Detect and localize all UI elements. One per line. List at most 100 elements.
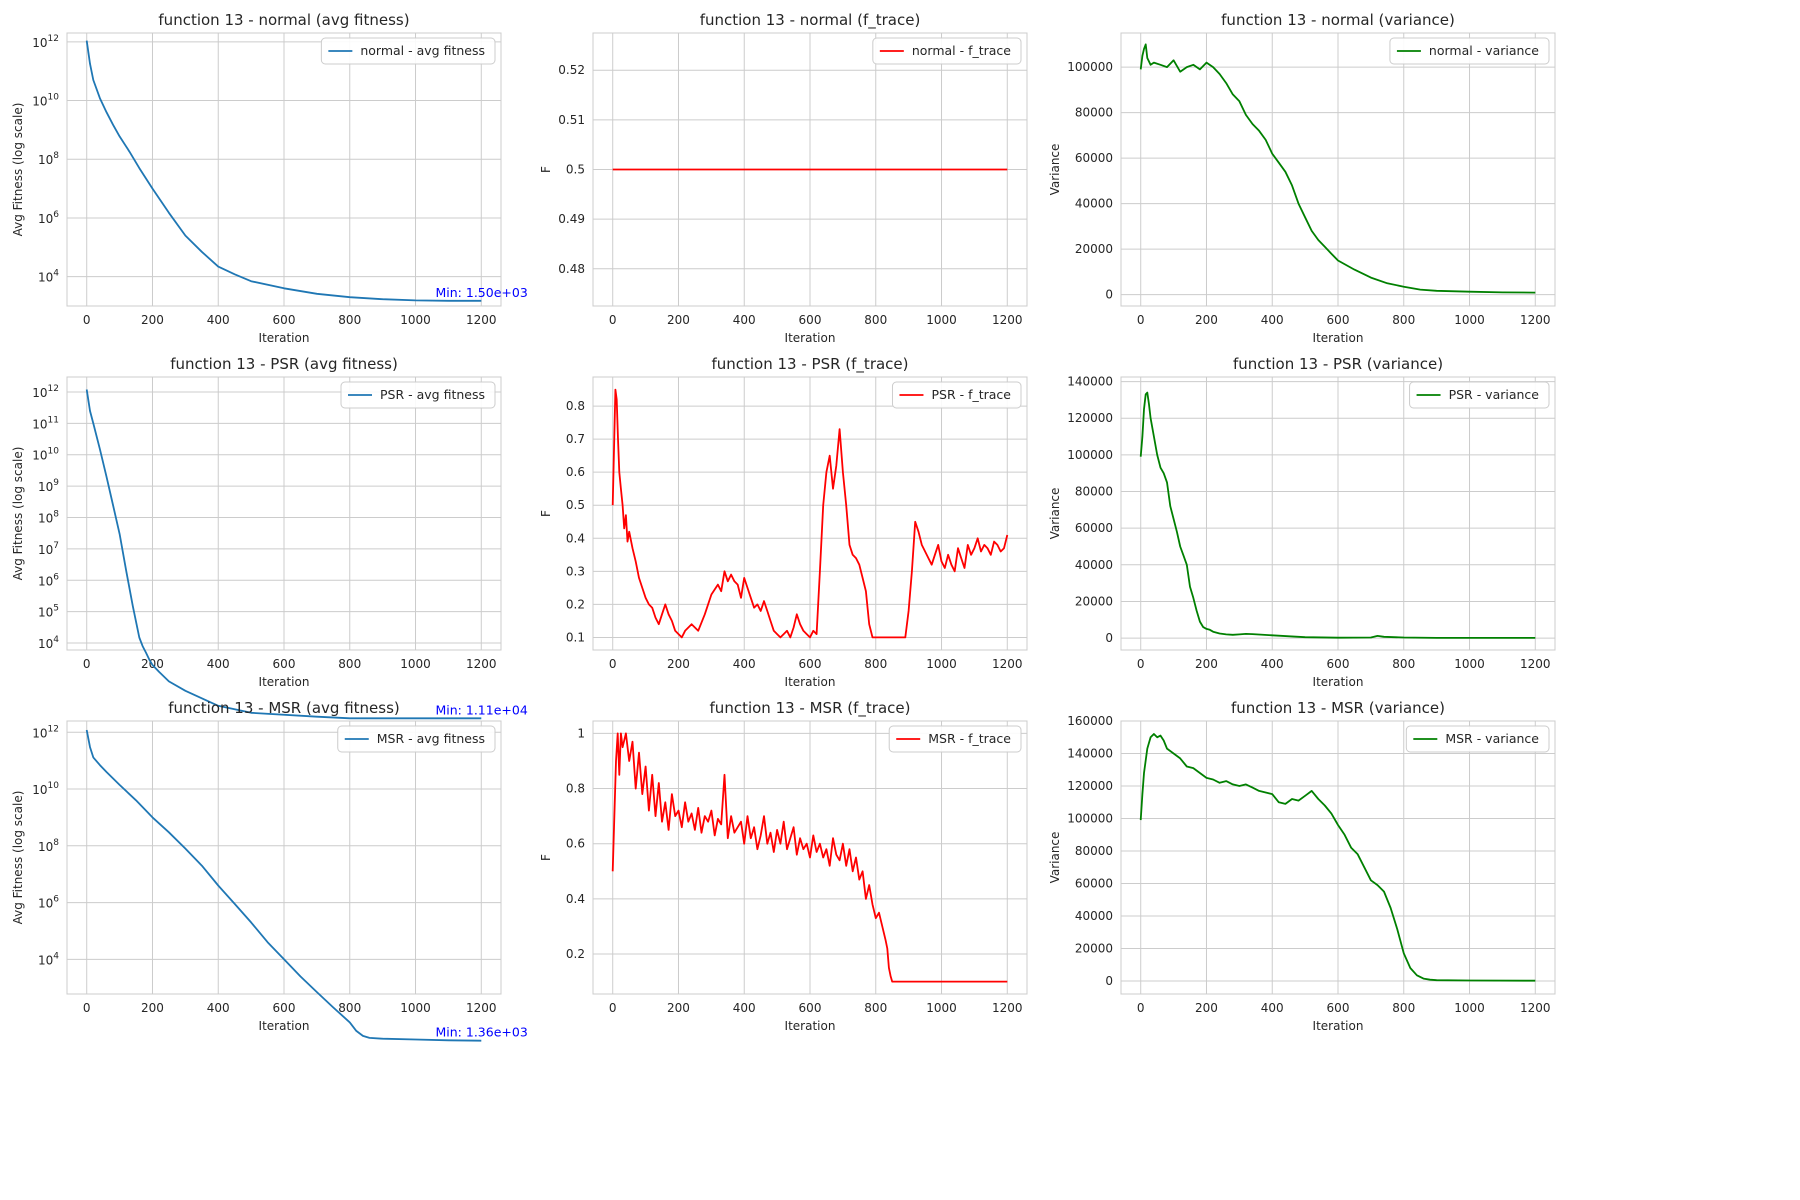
y-tick-label: 0.5 — [566, 498, 585, 512]
min-annotation: Min: 1.36e+03 — [436, 1025, 528, 1040]
legend: MSR - variance — [1405, 725, 1550, 753]
x-tick-label: 400 — [1261, 657, 1284, 671]
y-tick-label: 107 — [38, 541, 59, 557]
y-tick-label: 108 — [38, 151, 59, 167]
y-tick-label: 0.8 — [566, 399, 585, 413]
x-tick-label: 800 — [1392, 657, 1415, 671]
x-tick-label: 1200 — [992, 1001, 1023, 1015]
y-tick-label: 106 — [38, 210, 59, 226]
axes-frame — [66, 376, 502, 651]
x-tick-label: 1200 — [992, 313, 1023, 327]
x-tick-label: 0 — [83, 657, 91, 671]
x-tick-label: 1200 — [1520, 657, 1551, 671]
subplot-9: 0 200 400 600 800 1000 1200 0 20000 40000 60000 800… — [1048, 699, 1556, 1033]
legend-label: normal - avg fitness — [360, 43, 485, 58]
x-tick-label: 0 — [1137, 313, 1145, 327]
series-line — [611, 732, 1008, 983]
subplot-1: 0 200 400 600 800 1000 1200 104 106 108 1010 1012 fu… — [11, 11, 528, 345]
axes-frame — [66, 720, 502, 995]
y-tick-label: 1012 — [32, 384, 59, 400]
x-tick-label: 400 — [733, 1001, 756, 1015]
x-tick-label: 0 — [609, 313, 617, 327]
y-tick-label: 40000 — [1075, 197, 1113, 211]
x-tick-label: 1000 — [400, 1001, 431, 1015]
y-axis-label: F — [539, 166, 553, 173]
y-tick-label: 0.4 — [566, 892, 585, 906]
y-tick-label: 1010 — [32, 447, 59, 463]
legend-box — [1405, 725, 1550, 753]
x-tick-label: 1000 — [1454, 1001, 1485, 1015]
axes-frame — [592, 32, 1028, 307]
x-tick-label: 1000 — [400, 313, 431, 327]
legend: PSR - f_trace — [891, 381, 1022, 409]
y-axis-label: F — [539, 510, 553, 517]
chart-title: function 13 - PSR (avg fitness) — [170, 355, 398, 373]
x-tick-label: 800 — [338, 313, 361, 327]
y-tick-label: 0.5 — [566, 163, 585, 177]
legend-label: MSR - variance — [1445, 731, 1539, 746]
x-tick-label: 800 — [864, 313, 887, 327]
legend: PSR - variance — [1409, 381, 1550, 409]
x-tick-label: 400 — [733, 657, 756, 671]
legend-label: PSR - f_trace — [931, 387, 1011, 402]
y-tick-label: 60000 — [1075, 521, 1113, 535]
x-tick-label: 1200 — [1520, 1001, 1551, 1015]
x-tick-label: 1000 — [1454, 657, 1485, 671]
legend: MSR - avg fitness — [337, 725, 496, 753]
y-tick-label: 1012 — [32, 34, 59, 50]
y-tick-label: 80000 — [1075, 106, 1113, 120]
legend: MSR - f_trace — [888, 725, 1022, 753]
x-tick-label: 200 — [667, 657, 690, 671]
x-tick-label: 400 — [207, 1001, 230, 1015]
axes-frame — [66, 32, 502, 307]
legend-label: MSR - avg fitness — [377, 731, 485, 746]
y-tick-label: 0.49 — [558, 212, 585, 226]
y-tick-label: 104 — [38, 951, 59, 967]
axes-frame — [1120, 720, 1556, 995]
y-tick-label: 0 — [1105, 631, 1113, 645]
x-tick-label: 800 — [864, 657, 887, 671]
y-tick-label: 140000 — [1067, 375, 1113, 389]
y-tick-label: 100000 — [1067, 60, 1113, 74]
y-tick-label: 108 — [38, 510, 59, 526]
y-axis-label: Variance — [1048, 832, 1062, 884]
y-tick-label: 120000 — [1067, 779, 1113, 793]
subplot-4: 0 200 400 600 800 1000 12001041051061071081091… — [11, 355, 528, 720]
y-tick-label: 108 — [38, 838, 59, 854]
x-tick-label: 1200 — [466, 313, 497, 327]
axes-frame — [592, 720, 1028, 995]
x-tick-label: 800 — [864, 1001, 887, 1015]
series-line — [85, 729, 482, 1042]
y-tick-label: 0 — [1105, 288, 1113, 302]
chart-title: function 13 - PSR (f_trace) — [711, 355, 908, 374]
x-tick-label: 600 — [273, 657, 296, 671]
x-tick-label: 200 — [667, 313, 690, 327]
y-tick-label: 160000 — [1067, 714, 1113, 728]
y-tick-label: 20000 — [1075, 942, 1113, 956]
legend-label: MSR - f_trace — [928, 731, 1011, 746]
subplot-8: 0 200 400 600 800 1000 1200 0.2 0.4 0.6 0.8 1 functi… — [539, 699, 1028, 1033]
subplot-2: 0 200 400 600 800 1000 1200 0.48 0.49 0.5 0.51 0.52… — [539, 11, 1028, 345]
y-tick-label: 60000 — [1075, 151, 1113, 165]
x-tick-label: 0 — [609, 657, 617, 671]
chart-title: function 13 - MSR (variance) — [1231, 699, 1445, 717]
legend: normal - f_trace — [872, 37, 1022, 65]
y-tick-label: 0.52 — [558, 63, 585, 77]
legend-box — [340, 381, 496, 409]
x-tick-label: 1000 — [926, 313, 957, 327]
x-tick-label: 1000 — [1454, 313, 1485, 327]
y-tick-label: 0.51 — [558, 113, 585, 127]
x-axis-label: Iteration — [785, 1019, 836, 1033]
x-tick-label: 1200 — [1520, 313, 1551, 327]
subplot-3: 0 200 400 600 800 1000 1200 0 20000 40000 60000 800… — [1048, 11, 1556, 345]
legend: normal - avg fitness — [320, 37, 496, 65]
y-tick-label: 0 — [1105, 974, 1113, 988]
x-tick-label: 800 — [338, 657, 361, 671]
y-tick-label: 100000 — [1067, 812, 1113, 826]
x-tick-label: 1200 — [466, 1001, 497, 1015]
x-tick-label: 1000 — [926, 1001, 957, 1015]
y-tick-label: 60000 — [1075, 877, 1113, 891]
y-tick-label: 1011 — [32, 415, 59, 431]
y-axis-label: Avg Fitness (log scale) — [11, 103, 25, 237]
x-tick-label: 200 — [1195, 313, 1218, 327]
